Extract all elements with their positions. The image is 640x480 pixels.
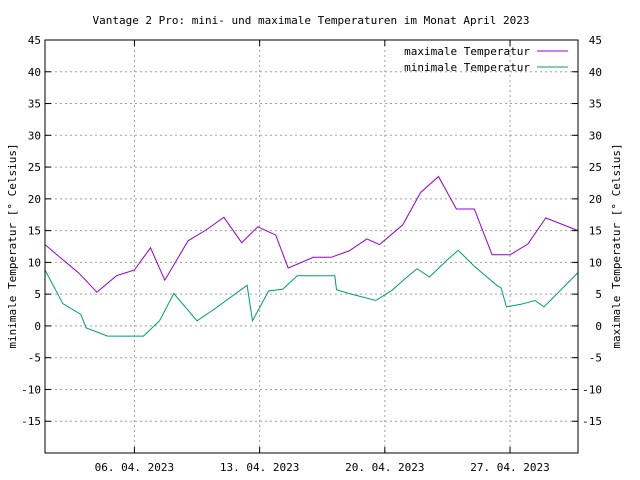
y-tick-label-right: 5: [595, 288, 602, 301]
y-tick-label-left: 20: [28, 193, 41, 206]
y-tick-label-left: 40: [28, 66, 41, 79]
y-tick-label-right: 25: [589, 161, 602, 174]
plot-frame: [44, 39, 579, 454]
chart-title: Vantage 2 Pro: mini- und maximale Temper…: [92, 14, 529, 27]
legend: maximale Temperatur minimale Temperatur: [404, 45, 568, 74]
x-axis: 06. 04. 2023 13. 04. 2023 20. 04. 2023 27. …: [95, 40, 550, 474]
y-tick-label-right: 45: [589, 34, 602, 47]
y-tick-label-left: -10: [21, 383, 41, 396]
y-tick-label-right: 0: [595, 320, 602, 333]
y-axis-left: -15 -10 -5 0 5 10 15 20 25 30 35 40 45: [21, 34, 51, 428]
y-tick-label-right: 30: [589, 129, 602, 142]
y-tick-label-right: -5: [589, 352, 602, 365]
y-tick-label-left: 0: [34, 320, 41, 333]
y-tick-label-left: 5: [34, 288, 41, 301]
series-line: [44, 175, 579, 293]
legend-label: minimale Temperatur: [404, 61, 530, 74]
series-lines: [44, 175, 579, 337]
x-tick-label: 27. 04. 2023: [470, 461, 549, 474]
x-tick-label: 06. 04. 2023: [95, 461, 174, 474]
y-tick-label-right: 10: [589, 256, 602, 269]
y-tick-label-right: 35: [589, 98, 602, 111]
y-axis-left-label: minimale Temperatur [° Celsius]: [6, 143, 19, 348]
y-tick-label-right: -15: [582, 415, 602, 428]
y-axis-right: -15 -10 -5 0 5 10 15 20 25 30 35 40 45: [572, 34, 602, 428]
y-tick-label-left: 25: [28, 161, 41, 174]
y-tick-label-right: 40: [589, 66, 602, 79]
y-tick-label-right: 15: [589, 225, 602, 238]
y-tick-label-right: -10: [582, 383, 602, 396]
x-tick-label: 13. 04. 2023: [220, 461, 299, 474]
y-tick-label-left: 30: [28, 129, 41, 142]
y-tick-label-left: -15: [21, 415, 41, 428]
y-tick-label-left: 15: [28, 225, 41, 238]
y-axis-right-label: maximale Temperatur [° Celsius]: [610, 143, 623, 348]
x-tick-label: 20. 04. 2023: [345, 461, 424, 474]
y-tick-label-left: -5: [28, 352, 41, 365]
y-tick-label-left: 10: [28, 256, 41, 269]
legend-label: maximale Temperatur: [404, 45, 530, 58]
y-tick-label-right: 20: [589, 193, 602, 206]
series-line: [44, 249, 579, 337]
grid: [45, 39, 578, 453]
y-tick-label-left: 45: [28, 34, 41, 47]
y-tick-label-left: 35: [28, 98, 41, 111]
